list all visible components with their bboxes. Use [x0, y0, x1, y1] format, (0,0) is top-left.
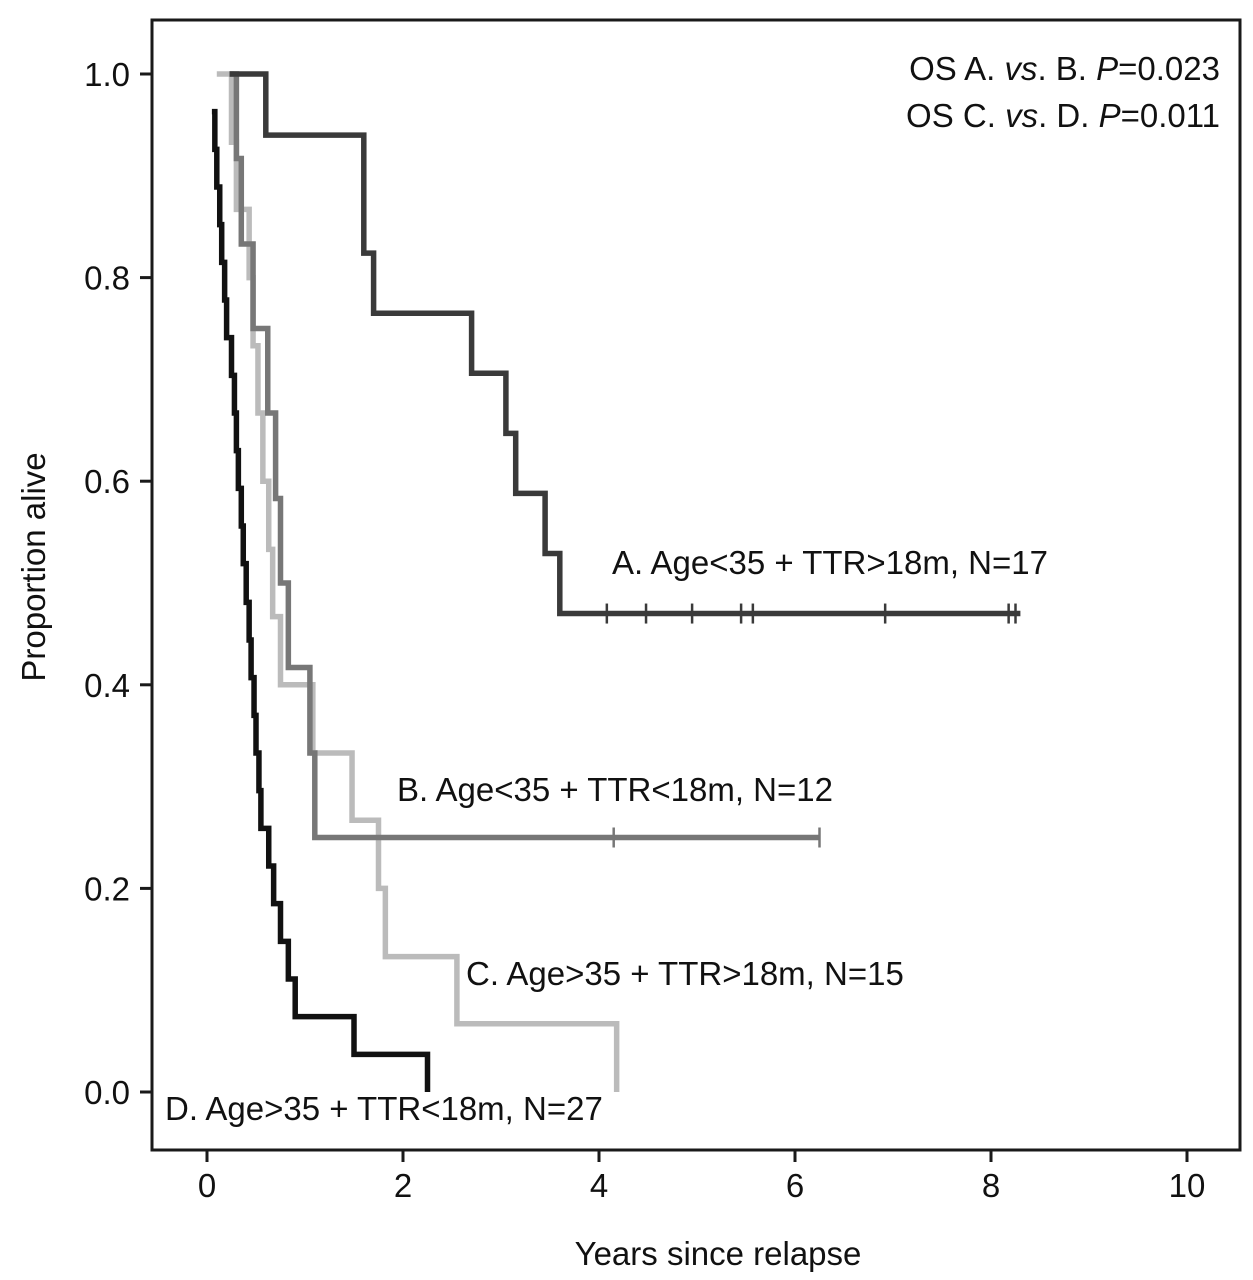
annot-cd-vs: vs [1005, 97, 1038, 134]
pvalue-annotation-cd: OS C. vs. D. P=0.011 [906, 97, 1220, 134]
x-tick-label: 4 [590, 1167, 608, 1204]
annot-cd-value: =0.011 [1121, 97, 1220, 134]
x-axis-title: Years since relapse [575, 1235, 862, 1272]
x-tick-label: 0 [198, 1167, 216, 1204]
annot-ab-part-2: . B. [1037, 50, 1096, 87]
series-layer [211, 71, 1021, 1092]
plot-frame [150, 18, 1242, 1152]
km-curve-c [216, 71, 620, 1092]
x-tick-label: 2 [394, 1167, 412, 1204]
annot-ab-p: P [1096, 50, 1118, 87]
x-axis: 0 2 4 6 8 10 [198, 1150, 1206, 1204]
km-curve-b [229, 71, 820, 841]
y-tick-label: 0.2 [84, 870, 130, 907]
annot-ab-part-1: OS A. [909, 50, 1004, 87]
annot-cd-part-1: OS C. [906, 97, 1005, 134]
y-tick-label: 1.0 [84, 56, 130, 93]
pvalue-annotation-ab: OS A. vs. B. P=0.023 [909, 50, 1220, 87]
series-label-b: B. Age<35 + TTR<18m, N=12 [397, 771, 833, 808]
y-tick-label: 0.0 [84, 1074, 130, 1111]
x-tick-label: 8 [982, 1167, 1000, 1204]
annot-cd-part-2: . D. [1038, 97, 1099, 134]
annot-ab-value: =0.023 [1118, 50, 1220, 87]
y-tick-label: 0.6 [84, 463, 130, 500]
km-curve-d [211, 108, 431, 1092]
y-tick-label: 0.8 [84, 260, 130, 297]
annot-cd-p: P [1099, 97, 1121, 134]
x-tick-label: 6 [786, 1167, 804, 1204]
y-tick-label: 0.4 [84, 667, 130, 704]
km-curve-a [229, 71, 1021, 617]
series-label-d: D. Age>35 + TTR<18m, N=27 [165, 1090, 603, 1127]
series-label-a: A. Age<35 + TTR>18m, N=17 [612, 544, 1048, 581]
annot-ab-vs: vs [1004, 50, 1037, 87]
y-axis: 0.0 0.2 0.4 0.6 0.8 1.0 [84, 56, 152, 1111]
y-axis-title: Proportion alive [15, 452, 52, 681]
series-label-c: C. Age>35 + TTR>18m, N=15 [466, 955, 904, 992]
x-tick-label: 10 [1169, 1167, 1206, 1204]
pvalue-annotations: OS A. vs. B. P=0.023 OS C. vs. D. P=0.01… [906, 50, 1220, 134]
